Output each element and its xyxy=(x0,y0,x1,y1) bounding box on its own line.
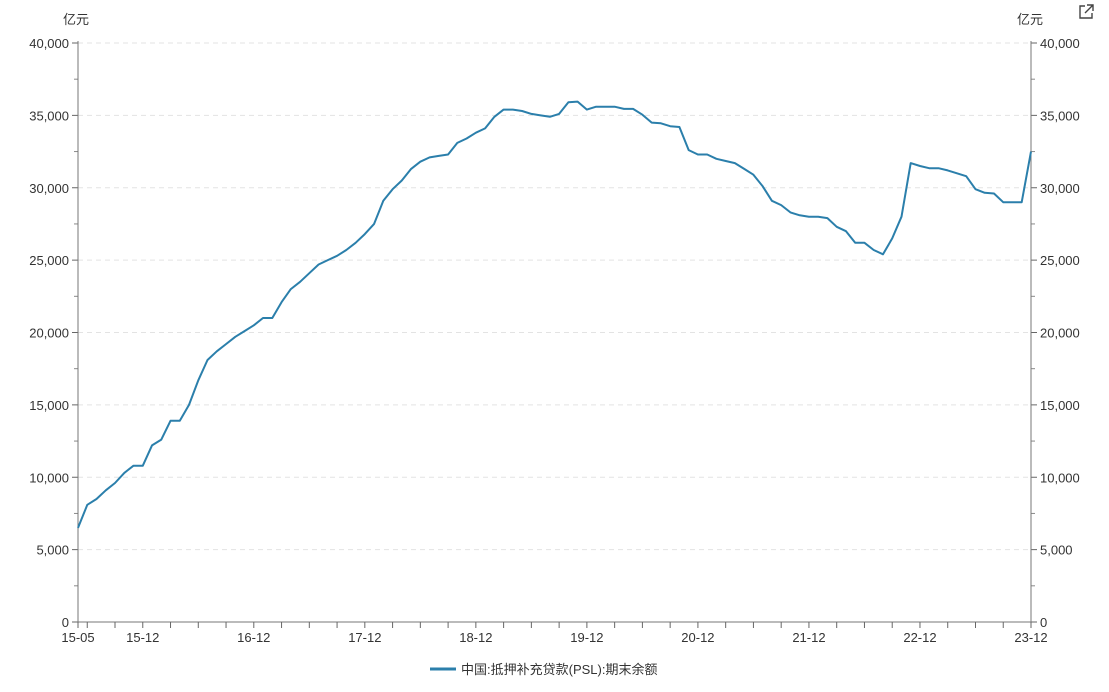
x-tick-label: 15-12 xyxy=(126,630,159,645)
y-tick-label-right: 35,000 xyxy=(1040,108,1080,123)
y-tick-label-left: 35,000 xyxy=(29,108,69,123)
x-tick-label: 21-12 xyxy=(792,630,825,645)
x-tick-label: 20-12 xyxy=(681,630,714,645)
y-tick-label-right: 0 xyxy=(1040,615,1047,630)
x-tick-label: 22-12 xyxy=(903,630,936,645)
y-unit-right: 亿元 xyxy=(1017,12,1043,27)
y-tick-label-left: 25,000 xyxy=(29,253,69,268)
y-tick-label-left: 0 xyxy=(62,615,69,630)
x-tick-label: 23-12 xyxy=(1014,630,1047,645)
y-tick-label-left: 40,000 xyxy=(29,36,69,51)
series-line xyxy=(78,102,1031,528)
x-tick-label: 18-12 xyxy=(459,630,492,645)
x-tick-label: 19-12 xyxy=(570,630,603,645)
y-tick-label-right: 40,000 xyxy=(1040,36,1080,51)
external-link-icon[interactable] xyxy=(1077,3,1095,21)
y-tick-label-left: 5,000 xyxy=(36,543,69,558)
y-tick-label-right: 5,000 xyxy=(1040,543,1073,558)
y-tick-label-left: 30,000 xyxy=(29,181,69,196)
y-tick-label-left: 20,000 xyxy=(29,326,69,341)
y-tick-label-right: 30,000 xyxy=(1040,181,1080,196)
x-tick-label: 15-05 xyxy=(61,630,94,645)
y-tick-label-right: 20,000 xyxy=(1040,326,1080,341)
y-tick-label-left: 15,000 xyxy=(29,398,69,413)
x-tick-label: 17-12 xyxy=(348,630,381,645)
legend[interactable]: 中国:抵押补充贷款(PSL):期末余额 xyxy=(430,662,657,677)
x-tick-label: 16-12 xyxy=(237,630,270,645)
y-tick-label-left: 10,000 xyxy=(29,470,69,485)
y-unit-left: 亿元 xyxy=(63,12,89,27)
legend-label: 中国:抵押补充贷款(PSL):期末余额 xyxy=(461,662,657,677)
y-tick-label-right: 25,000 xyxy=(1040,253,1080,268)
y-tick-label-right: 15,000 xyxy=(1040,398,1080,413)
y-tick-label-right: 10,000 xyxy=(1040,470,1080,485)
